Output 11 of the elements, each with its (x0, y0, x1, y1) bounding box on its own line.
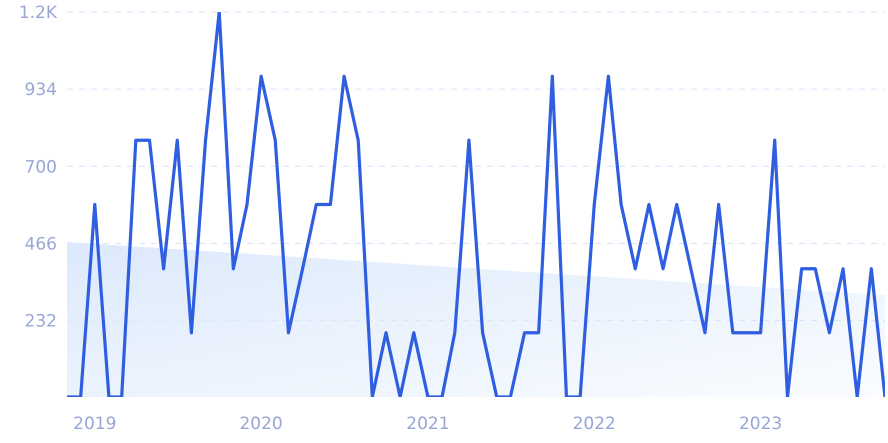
x-tick-label: 2023 (738, 414, 782, 434)
line-series (67, 12, 885, 397)
x-tick-label: 2022 (572, 414, 616, 434)
x-tick-label: 2021 (406, 414, 450, 434)
x-tick-label: 2020 (240, 414, 283, 434)
y-tick-label: 934 (24, 80, 57, 100)
y-tick-label: 466 (24, 234, 57, 254)
y-tick-label: 700 (24, 157, 57, 178)
x-tick-label: 2019 (73, 414, 116, 434)
y-tick-label: 232 (24, 312, 57, 332)
y-tick-label: 1.2K (18, 3, 58, 24)
